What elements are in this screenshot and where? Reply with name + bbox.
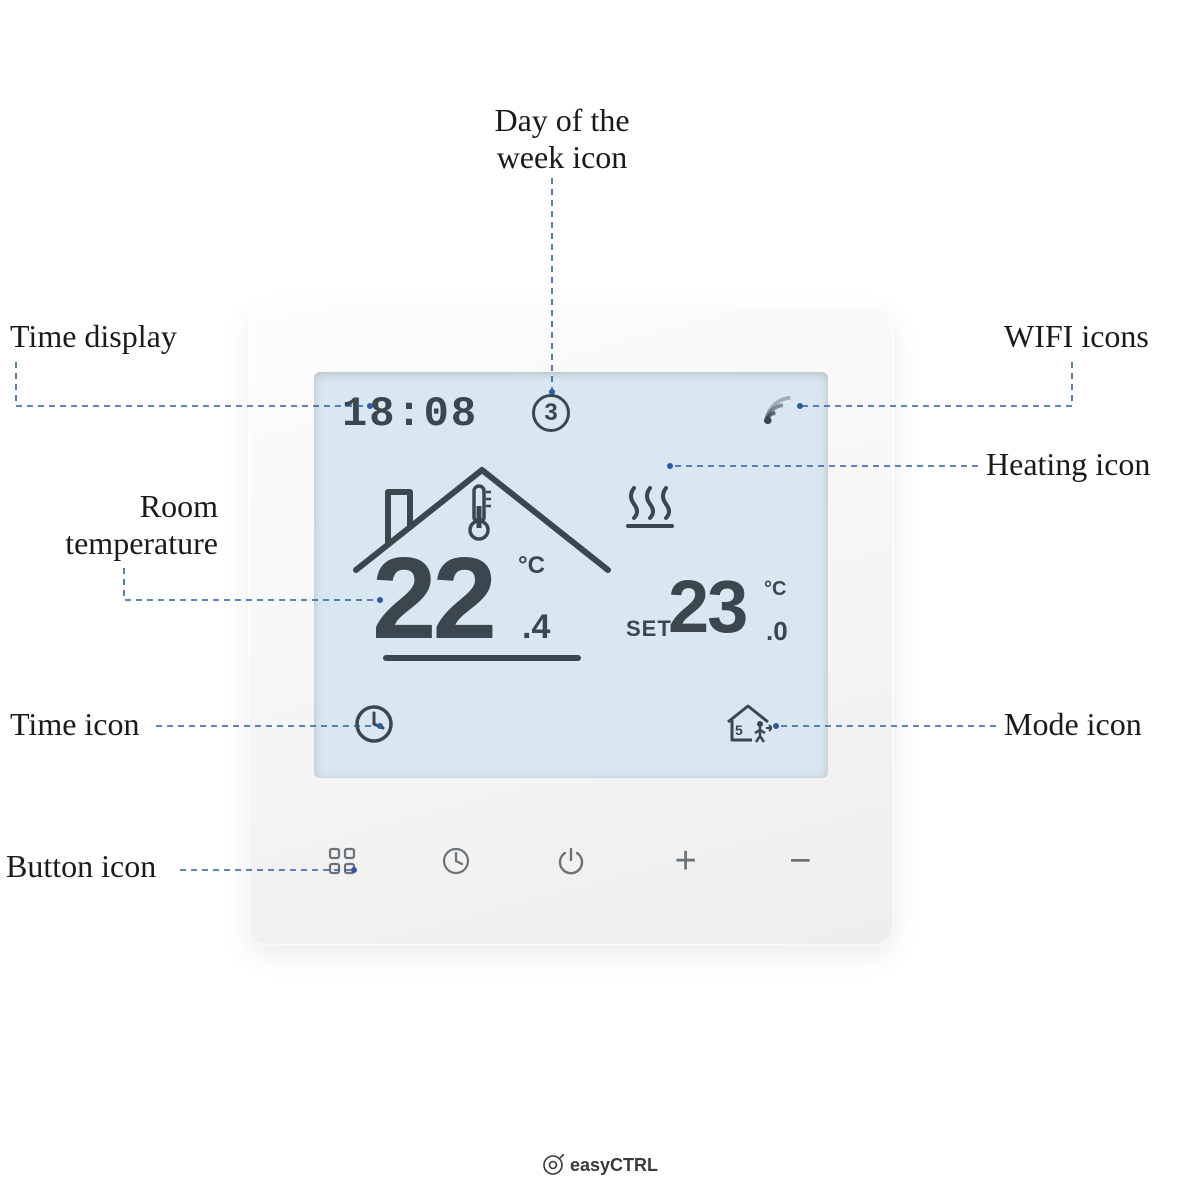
power-button[interactable] [550, 840, 592, 882]
set-temp-int: 23 [668, 570, 746, 644]
wifi-icon [762, 394, 800, 426]
time-display-value: 18:08 [342, 390, 478, 438]
mode-number: 5 [735, 722, 743, 738]
label-room-line1: Room [32, 488, 218, 525]
day-of-week-icon: 3 [532, 394, 570, 432]
button-row: + − [248, 834, 894, 888]
set-label: SET [626, 616, 672, 642]
label-room-temp: Room temperature [32, 488, 218, 562]
label-time-display: Time display [10, 318, 177, 355]
mode-icon: 5 [724, 702, 772, 744]
label-wifi-icons: WIFI icons [1004, 318, 1149, 355]
logo-text: easyCTRL [570, 1155, 658, 1176]
label-day-of-week: Day of the week icon [422, 102, 702, 176]
room-temp-unit: °C [518, 552, 545, 580]
label-time-icon: Time icon [10, 706, 140, 743]
label-mode-icon: Mode icon [1004, 706, 1142, 743]
brand-logo: easyCTRL [542, 1154, 658, 1176]
day-number: 3 [544, 399, 557, 427]
set-temp-unit: °C [764, 578, 786, 601]
lcd-screen: 18:08 3 22 °C [314, 372, 828, 778]
clock-button[interactable] [435, 840, 477, 882]
label-button-icon: Button icon [6, 848, 156, 885]
set-temp-dec: .0 [766, 616, 788, 647]
room-temp-dec: .4 [522, 608, 550, 647]
heating-icon [626, 484, 674, 528]
power-icon [556, 846, 586, 876]
grid-icon [327, 846, 357, 876]
clock-icon [441, 846, 471, 876]
label-heating-icon: Heating icon [986, 446, 1150, 483]
logo-icon [542, 1154, 564, 1176]
label-day-line2: week icon [422, 139, 702, 176]
minus-button[interactable]: − [779, 840, 821, 882]
label-day-line1: Day of the [422, 102, 702, 139]
room-temp-int: 22 [372, 540, 493, 656]
menu-button[interactable] [321, 840, 363, 882]
plus-button[interactable]: + [665, 840, 707, 882]
thermostat-device: 18:08 3 22 °C [248, 306, 894, 946]
time-icon [354, 704, 394, 744]
label-room-line2: temperature [32, 525, 218, 562]
